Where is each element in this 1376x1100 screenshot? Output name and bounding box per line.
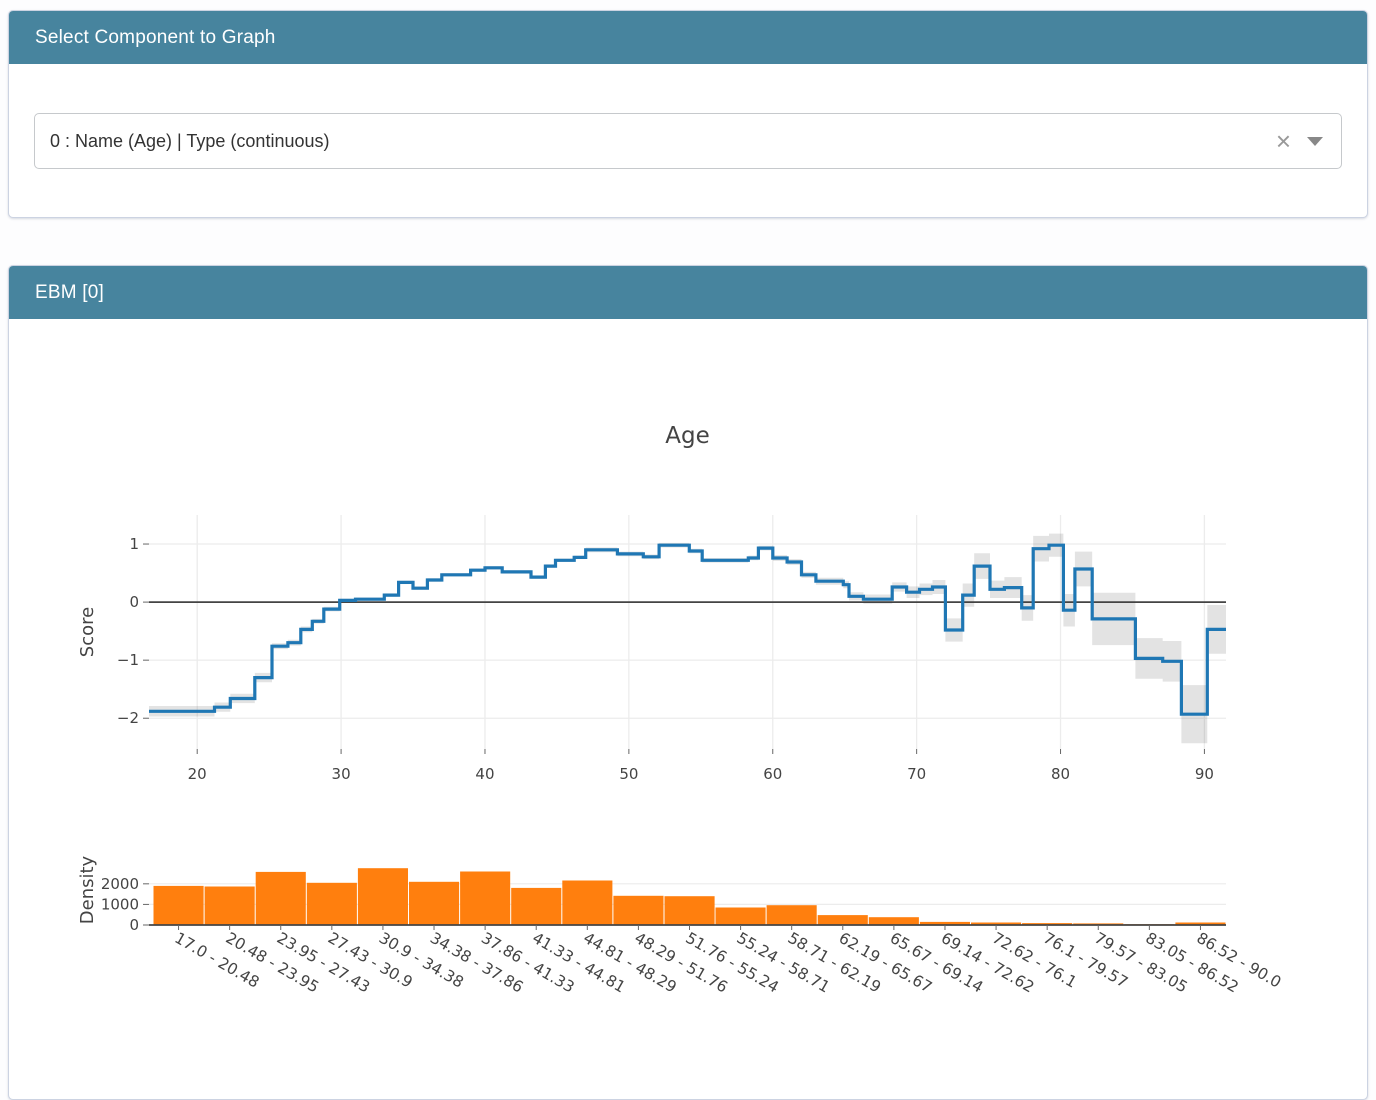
select-component-body: 0 : Name (Age) | Type (continuous) ×	[9, 64, 1367, 217]
histogram-bar	[919, 921, 970, 925]
x-tick-label: 30	[332, 765, 351, 783]
ebm-card: EBM [0] Age 20 30 40 50 60 70 80 90 1 0 −1 −2 Score 0 1…	[8, 265, 1368, 1100]
histogram-bar	[562, 880, 613, 925]
component-dropdown-icons: ×	[1276, 128, 1341, 154]
component-dropdown-value: 0 : Name (Age) | Type (continuous)	[50, 130, 330, 151]
histogram-bar	[613, 895, 664, 925]
y-tick-label: 0	[129, 593, 139, 611]
select-component-card: Select Component to Graph 0 : Name (Age)…	[8, 10, 1368, 218]
y-tick-label: −2	[117, 709, 139, 727]
score-axis-title: Score	[77, 607, 98, 657]
histogram-bar	[971, 922, 1022, 925]
histogram-bar	[868, 917, 919, 925]
ebm-chart-body: Age 20 30 40 50 60 70 80 90 1 0 −1 −2 Score 0 1000 2000 1…	[9, 319, 1367, 1099]
histogram-bar	[357, 868, 408, 925]
x-tick-label: 50	[619, 765, 638, 783]
histogram-bar	[460, 871, 511, 925]
density-tick-label: 0	[129, 916, 139, 934]
step-line	[149, 543, 1226, 716]
x-tick-label: 90	[1195, 765, 1214, 783]
histogram-bar	[766, 905, 817, 925]
x-tick-label: 20	[188, 765, 207, 783]
histogram-bar	[664, 896, 715, 925]
histogram-bar	[817, 915, 868, 925]
density-axis-title: Density	[77, 855, 98, 924]
histogram-bar	[255, 871, 306, 925]
select-component-header: Select Component to Graph	[9, 11, 1367, 64]
y-tick-label: −1	[117, 651, 139, 669]
histogram-bar	[204, 886, 255, 925]
histogram-bar	[153, 885, 204, 925]
histogram-bar	[306, 882, 357, 925]
ebm-card-header: EBM [0]	[9, 266, 1367, 319]
x-tick-label: 70	[907, 765, 926, 783]
x-tick-label: 40	[475, 765, 494, 783]
clear-icon[interactable]: ×	[1275, 126, 1291, 156]
density-tick-label: 1000	[101, 895, 139, 913]
chart-title: Age	[665, 423, 709, 449]
x-tick-label: 60	[763, 765, 782, 783]
y-tick-label: 1	[129, 535, 139, 553]
histogram-bar	[715, 907, 766, 925]
histogram-bar	[511, 887, 562, 925]
component-dropdown[interactable]: 0 : Name (Age) | Type (continuous) ×	[34, 113, 1342, 169]
chevron-down-icon[interactable]	[1307, 136, 1323, 146]
histogram-bar	[409, 881, 460, 925]
density-tick-label: 2000	[101, 875, 139, 893]
x-tick-label: 80	[1051, 765, 1070, 783]
histogram-bar	[1175, 922, 1226, 925]
histogram-bar	[1022, 923, 1073, 925]
